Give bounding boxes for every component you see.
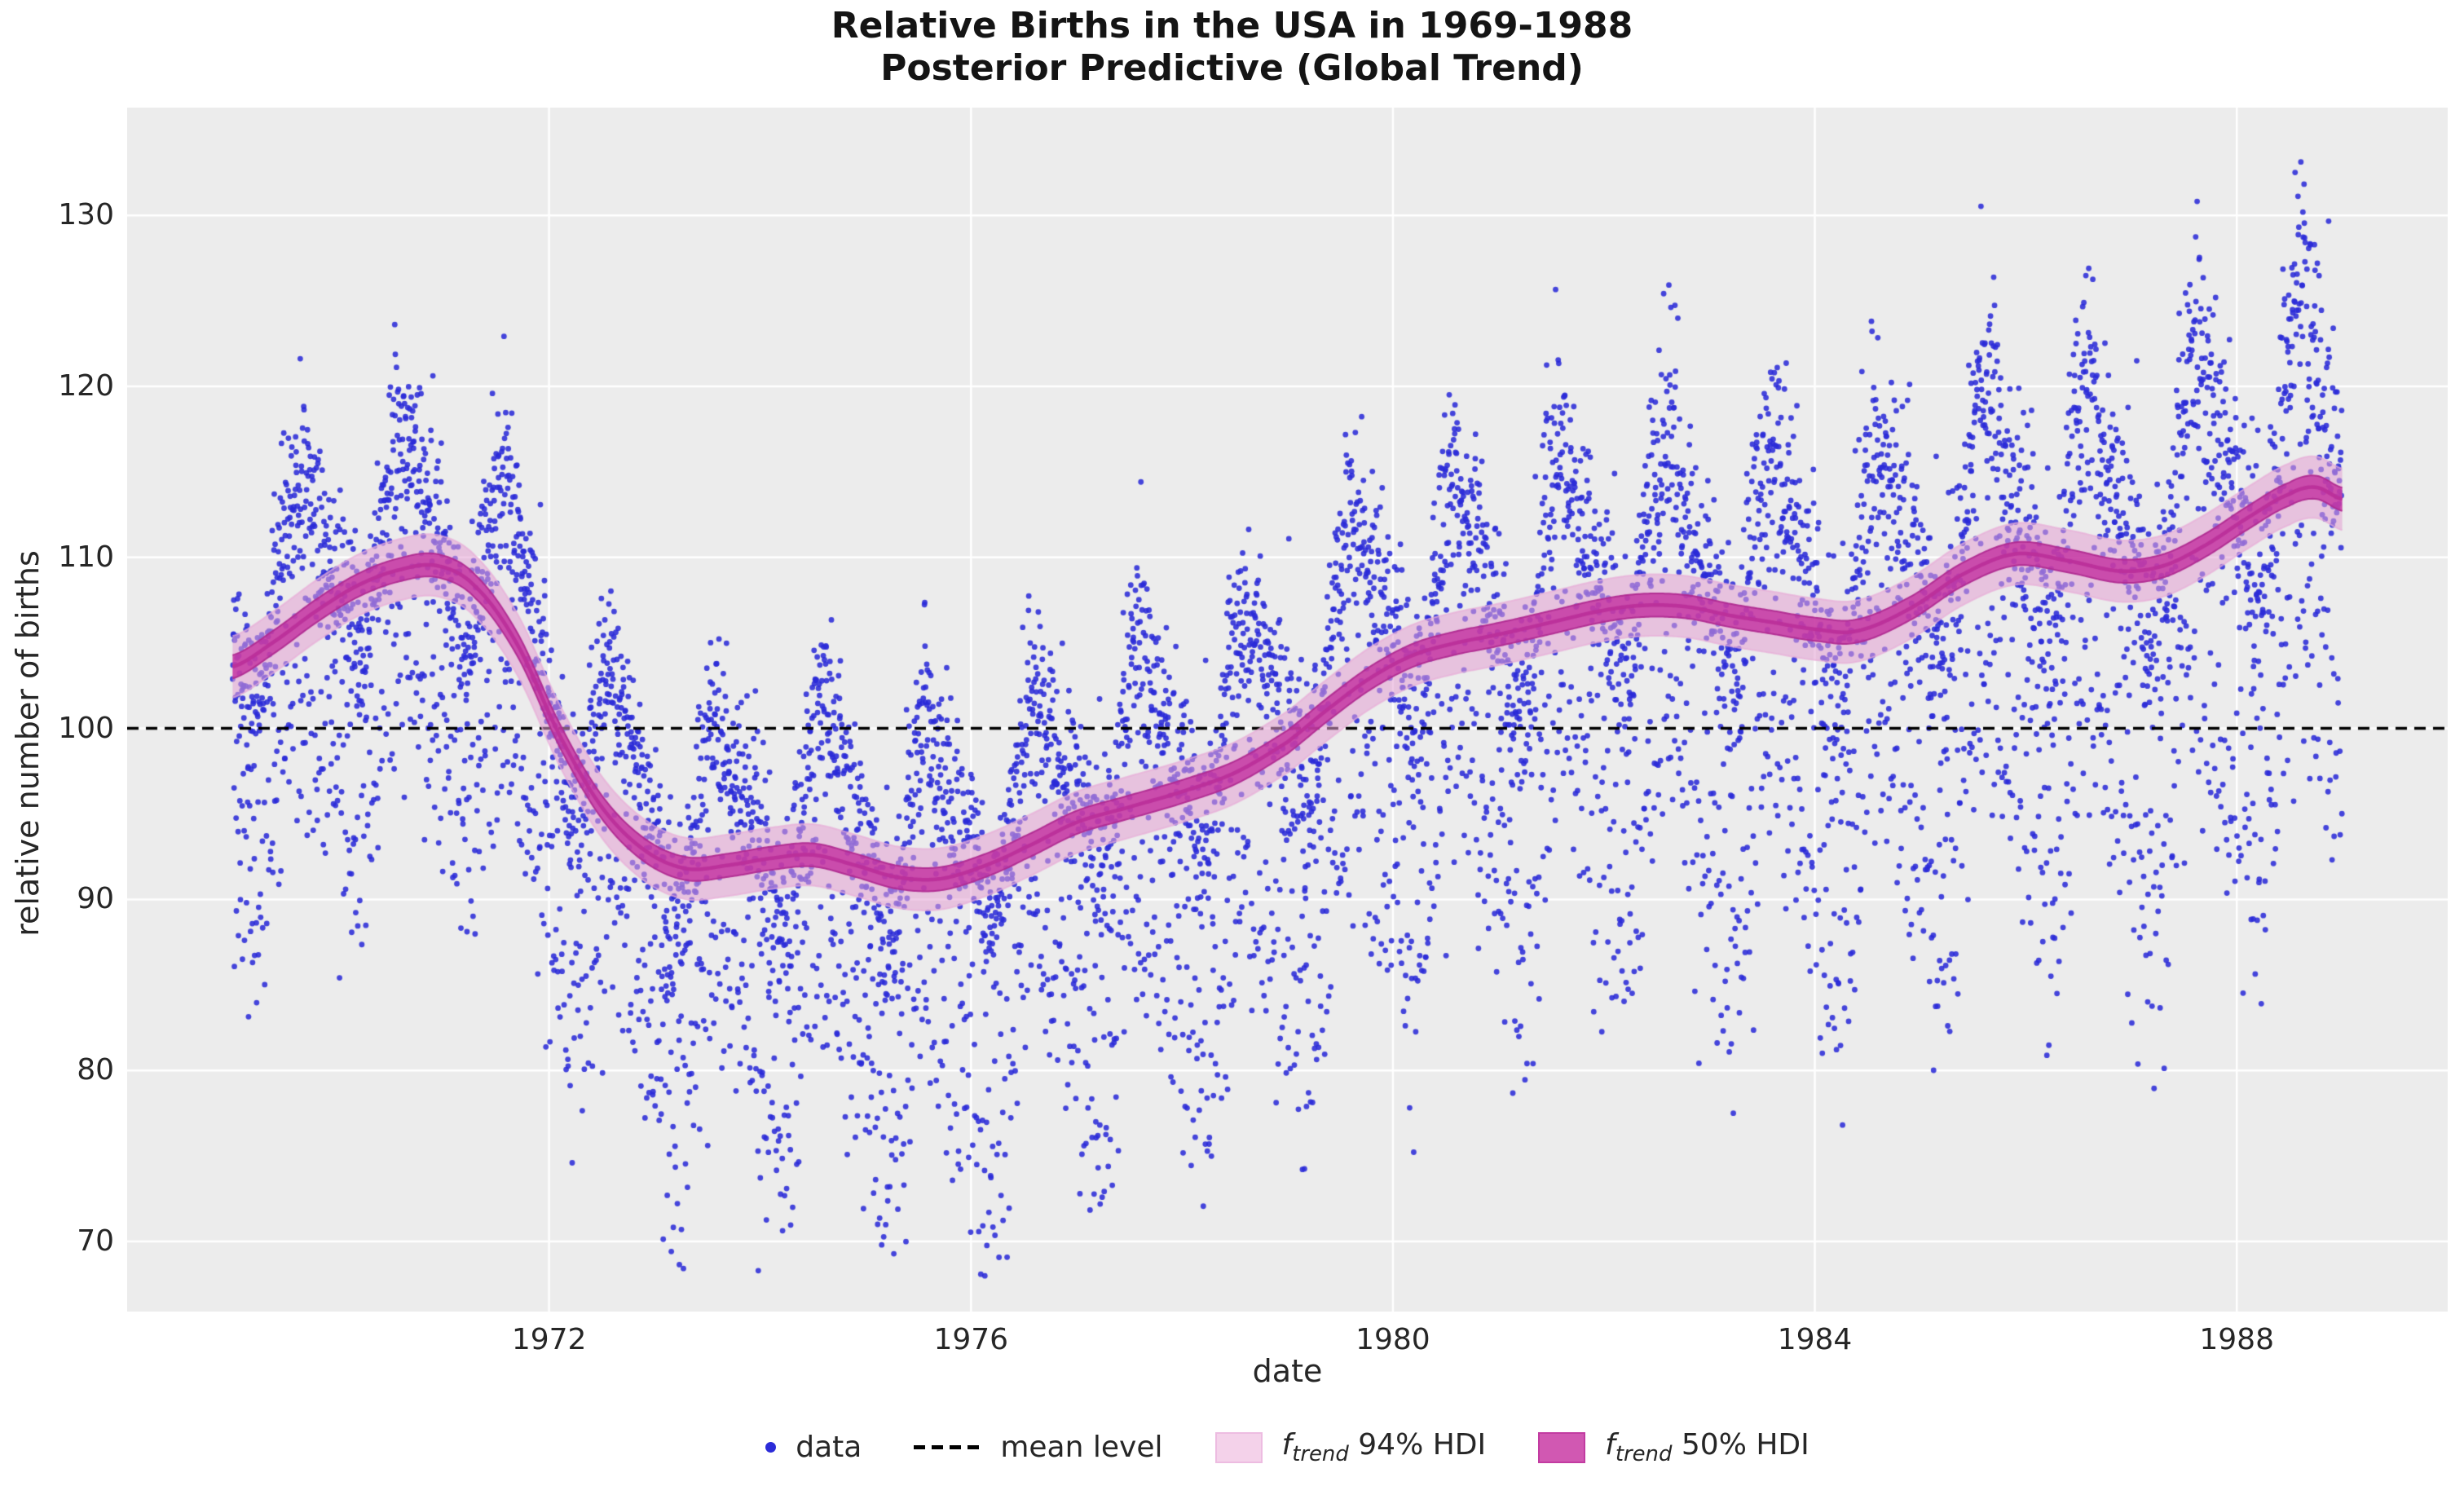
y-tick-label: 120 — [58, 368, 114, 403]
y-axis-label: relative number of births — [10, 550, 46, 937]
hdi94-patch-icon — [1214, 1431, 1263, 1463]
x-tick-label: 1980 — [1355, 1323, 1430, 1356]
legend-item-dashes: mean level — [914, 1431, 1163, 1465]
data-point-icon — [765, 1442, 777, 1453]
legend-label: mean level — [1000, 1431, 1163, 1465]
y-tick-label: 80 — [77, 1053, 114, 1087]
legend-item-dot: data — [765, 1431, 862, 1464]
x-tick-label: 1988 — [2199, 1323, 2274, 1356]
legend: data mean level ftrend 94% HDI ftrend 50% H… — [127, 1428, 2448, 1466]
hdi50-patch-icon — [1538, 1431, 1586, 1463]
dashed-line-icon — [914, 1445, 981, 1450]
y-tick-label: 90 — [77, 882, 114, 916]
legend-item-patch94: ftrend 94% HDI — [1214, 1428, 1487, 1467]
x-axis-label: date — [1252, 1353, 1323, 1389]
legend-label: data — [796, 1431, 862, 1465]
y-tick-label: 70 — [77, 1224, 114, 1258]
chart-title: Relative Births in the USA in 1969-1988 … — [0, 5, 2464, 90]
chart-title-line1: Relative Births in the USA in 1969-1988 — [831, 5, 1633, 46]
legend-label: ftrend 94% HDI — [1281, 1428, 1487, 1467]
legend-item-patch50: ftrend 50% HDI — [1538, 1428, 1809, 1466]
y-tick-label: 100 — [58, 711, 114, 745]
y-tick-label: 110 — [58, 540, 114, 574]
x-tick-label: 1972 — [511, 1323, 587, 1356]
chart-title-line2: Posterior Predictive (Global Trend) — [880, 47, 1584, 89]
legend-label: ftrend 50% HDI — [1605, 1428, 1809, 1467]
y-tick-label: 130 — [58, 198, 114, 232]
x-tick-label: 1976 — [933, 1323, 1009, 1356]
plot-area — [127, 108, 2448, 1312]
x-tick-label: 1984 — [1777, 1323, 1853, 1356]
